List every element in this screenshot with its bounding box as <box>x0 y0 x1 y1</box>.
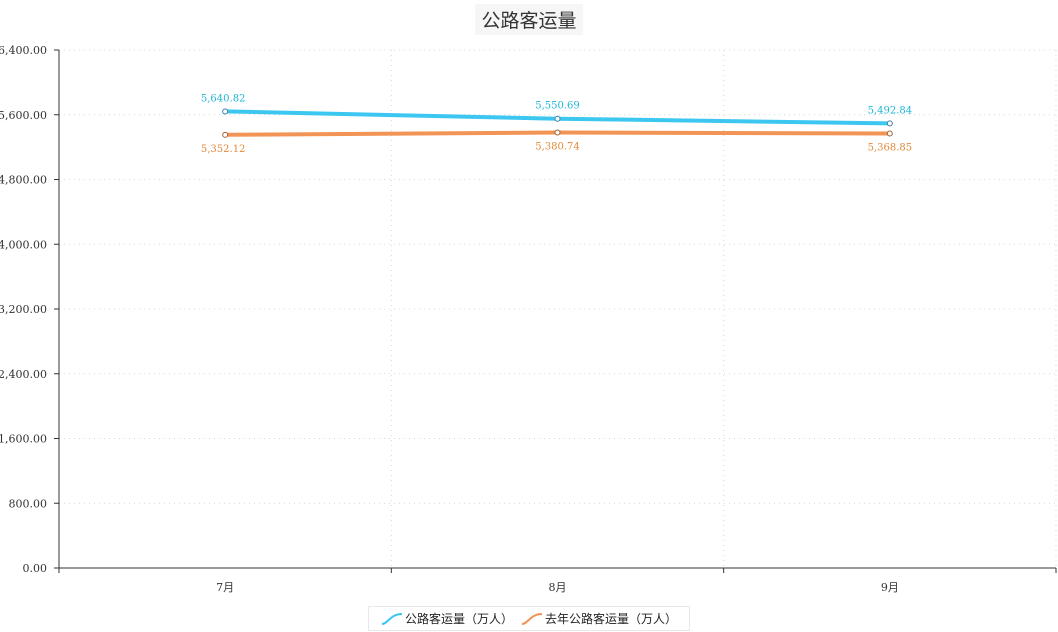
y-tick-label: 4,000.00 <box>0 238 47 251</box>
data-label: 5,368.85 <box>868 142 913 153</box>
y-tick-label: 4,800.00 <box>0 174 47 187</box>
legend-line-icon <box>381 612 403 625</box>
legend-line-icon <box>521 612 543 625</box>
y-tick-label: 800.00 <box>9 497 48 510</box>
data-point[interactable] <box>886 120 893 127</box>
grid-lines <box>59 49 1057 568</box>
y-tick-label: 3,200.00 <box>0 303 47 316</box>
data-point[interactable] <box>554 115 561 122</box>
y-tick-label: 0.00 <box>23 562 48 575</box>
axes: 0.00 800.00 1,600.00 2,400.00 3,200.00 4,000.… <box>0 44 1057 594</box>
data-label: 5,550.69 <box>535 101 580 112</box>
legend-item-series-2[interactable]: 去年公路客运量（万人） <box>521 610 677 627</box>
y-tick-label: 2,400.00 <box>0 368 47 381</box>
series-group <box>222 108 893 138</box>
data-point[interactable] <box>222 131 229 138</box>
y-tick-label: 1,600.00 <box>0 433 47 446</box>
legend-label-series-2: 去年公路客运量（万人） <box>545 612 678 626</box>
legend-item-series-1[interactable]: 公路客运量（万人） <box>381 610 513 627</box>
data-labels: 5,640.82 5,550.69 5,492.84 5,352.12 5,380.74… <box>201 93 912 154</box>
y-tick-label: 6,400.00 <box>0 44 47 57</box>
legend-box: 公路客运量（万人） 去年公路客运量（万人） <box>367 606 691 631</box>
data-point[interactable] <box>554 129 561 136</box>
data-label: 5,492.84 <box>868 105 913 116</box>
x-tick-label: 8月 <box>549 581 567 594</box>
data-label: 5,640.82 <box>201 93 246 104</box>
x-tick-label: 9月 <box>881 581 899 594</box>
data-label: 5,352.12 <box>201 144 246 155</box>
data-label: 5,380.74 <box>535 141 580 152</box>
data-point[interactable] <box>886 130 893 137</box>
data-point[interactable] <box>222 108 229 115</box>
x-tick-label: 7月 <box>216 581 234 594</box>
legend: 公路客运量（万人） 去年公路客运量（万人） <box>0 606 1058 631</box>
y-tick-label: 5,600.00 <box>0 109 47 122</box>
line-chart: 0.00 800.00 1,600.00 2,400.00 3,200.00 4,000.… <box>0 44 1057 594</box>
legend-label-series-1: 公路客运量（万人） <box>404 612 513 626</box>
